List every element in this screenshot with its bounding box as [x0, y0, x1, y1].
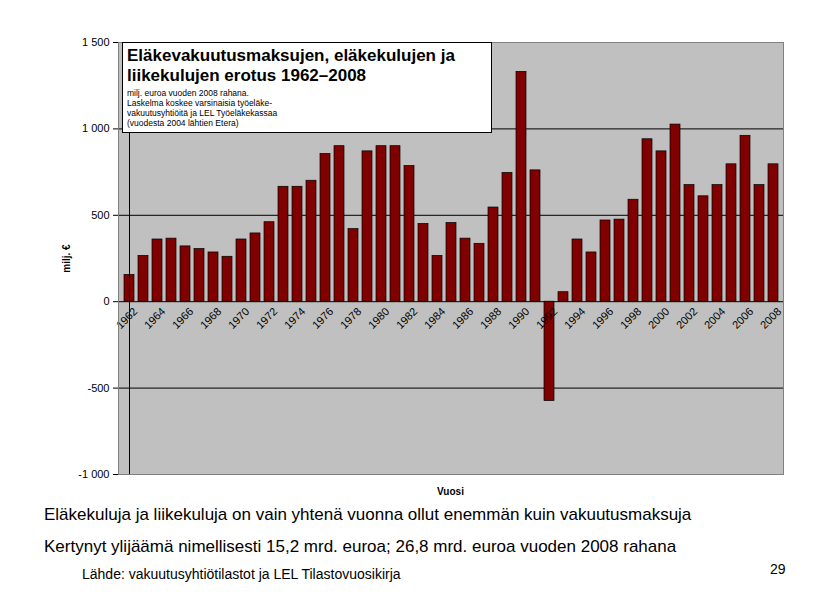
html-text:Laskelma koskee varsinaisia ty: Laskelma koskee varsinaisia työeläke-	[127, 98, 272, 108]
html-text:Kertynyt ylijäämä nimellisesti: Kertynyt ylijäämä nimellisesti 15,2 mrd.…	[44, 537, 677, 556]
svg-text:1998: 1998	[618, 305, 644, 331]
html-text:(vuodesta 2004 lähtien Etera): (vuodesta 2004 lähtien Etera)	[127, 118, 239, 128]
svg-text:1 500: 1 500	[82, 36, 110, 48]
svg-text:2000: 2000	[646, 305, 672, 331]
svg-text:1962: 1962	[114, 305, 140, 331]
svg-text:1972: 1972	[254, 305, 280, 331]
html-text:Lähde: vakuutusyhtiötilastot j: Lähde: vakuutusyhtiötilastot ja LEL Tila…	[82, 566, 401, 582]
svg-text:-1 000: -1 000	[78, 468, 109, 480]
svg-text:1994: 1994	[562, 305, 588, 331]
svg-text:1982: 1982	[394, 305, 420, 331]
svg-text:1976: 1976	[310, 305, 336, 331]
html-text:29: 29	[770, 561, 786, 577]
html-text:Vuosi: Vuosi	[437, 486, 464, 497]
svg-text:1988: 1988	[478, 305, 504, 331]
svg-text:1980: 1980	[366, 305, 392, 331]
svg-text:1974: 1974	[282, 305, 308, 331]
svg-text:500: 500	[91, 209, 109, 221]
svg-text:1990: 1990	[506, 305, 532, 331]
svg-text:1 000: 1 000	[82, 122, 110, 134]
svg-text:1966: 1966	[170, 305, 196, 331]
svg-text:milj. €: milj. €	[61, 244, 72, 273]
svg-text:-500: -500	[87, 382, 109, 394]
html-text:Eläkekuluja ja liikekuluja on: Eläkekuluja ja liikekuluja on vain yhten…	[44, 505, 692, 524]
html-text:Eläkevakuutusmaksujen, eläkeku: Eläkevakuutusmaksujen, eläkekulujen ja l…	[127, 46, 455, 85]
svg-text:1978: 1978	[338, 305, 364, 331]
svg-text:1968: 1968	[198, 305, 224, 331]
html-text:milj. euroa vuoden 2008 rahana: milj. euroa vuoden 2008 rahana.	[127, 88, 249, 98]
svg-text:2004: 2004	[702, 305, 728, 331]
svg-text:0: 0	[103, 295, 109, 307]
svg-text:1996: 1996	[590, 305, 616, 331]
svg-text:1984: 1984	[422, 305, 448, 331]
html-text:vakuutusyhtiöitä ja LEL Työelä: vakuutusyhtiöitä ja LEL Työeläkekassaa	[127, 108, 278, 118]
svg-text:2006: 2006	[730, 305, 756, 331]
svg-text:1970: 1970	[226, 305, 252, 331]
svg-text:2002: 2002	[674, 305, 700, 331]
svg-text:1964: 1964	[142, 305, 168, 331]
svg-text:2008: 2008	[758, 305, 784, 331]
svg-text:1986: 1986	[450, 305, 476, 331]
svg-text:1992: 1992	[534, 305, 560, 331]
